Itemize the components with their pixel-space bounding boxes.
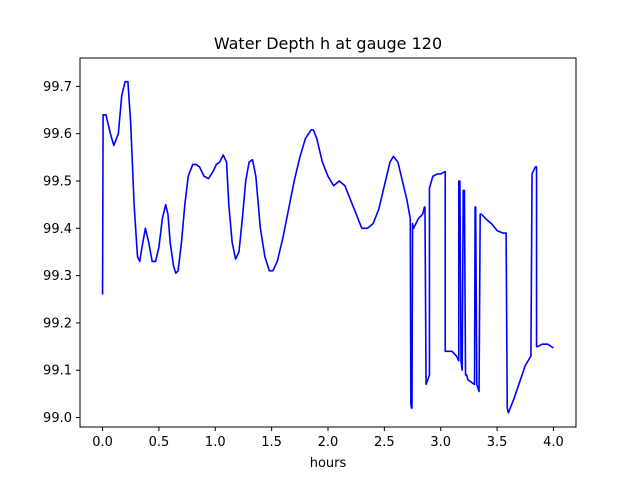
x-axis: 0.0 0.5 1.0 1.5 2.0 2.5 3.0 3.5 4.0 — [92, 427, 564, 450]
y-tick-label: 99.6 — [43, 127, 72, 142]
y-tick-label: 99.1 — [43, 364, 72, 379]
y-tick-label: 99.2 — [43, 316, 72, 331]
y-tick-label: 99.5 — [43, 175, 72, 190]
y-tick-label: 99.4 — [43, 222, 72, 237]
x-tick-label: 1.5 — [261, 435, 282, 450]
chart-title: Water Depth h at gauge 120 — [214, 34, 442, 53]
series-line-0 — [101, 80, 554, 414]
x-tick-label: 3.0 — [430, 435, 451, 450]
x-tick-label: 4.0 — [543, 435, 564, 450]
x-tick-label: 0.5 — [149, 435, 170, 450]
y-tick-label: 99.0 — [43, 411, 72, 426]
x-tick-label: 1.0 — [205, 435, 226, 450]
x-tick-label: 2.5 — [374, 435, 395, 450]
y-tick-label: 99.3 — [43, 269, 72, 284]
y-axis: 99.0 99.1 99.2 99.3 99.4 99.5 99.6 99.7 — [43, 80, 80, 426]
x-tick-label: 2.0 — [318, 435, 339, 450]
x-tick-label: 3.5 — [487, 435, 508, 450]
y-tick-label: 99.7 — [43, 80, 72, 95]
x-tick-label: 0.0 — [92, 435, 113, 450]
x-axis-label: hours — [310, 456, 347, 471]
plot-layer — [101, 80, 554, 414]
